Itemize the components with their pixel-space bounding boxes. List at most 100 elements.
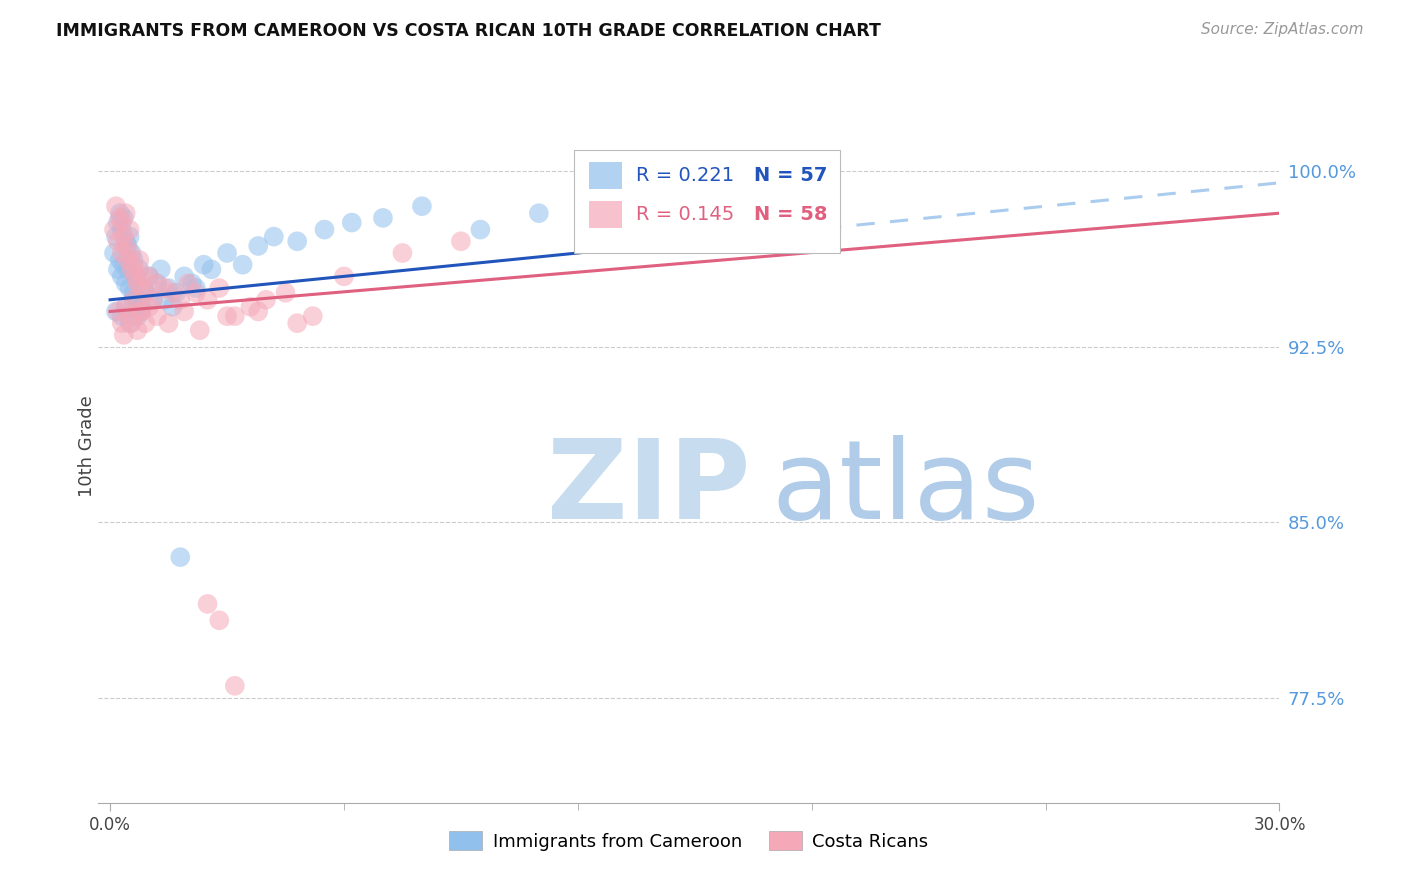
- Text: N = 57: N = 57: [754, 166, 827, 185]
- Point: [134, 285, 156, 300]
- Point: [111, 216, 134, 230]
- Point: [263, 229, 285, 244]
- Point: [200, 262, 222, 277]
- Point: [129, 300, 152, 314]
- Point: [239, 300, 262, 314]
- Point: [254, 293, 277, 307]
- Point: [107, 216, 129, 230]
- Point: [107, 304, 129, 318]
- Text: R = 0.221: R = 0.221: [636, 166, 734, 185]
- Point: [108, 211, 131, 225]
- Point: [197, 293, 219, 307]
- Point: [142, 293, 165, 307]
- Point: [162, 285, 184, 300]
- Text: atlas: atlas: [772, 435, 1040, 542]
- Point: [111, 269, 134, 284]
- Point: [121, 246, 143, 260]
- Point: [138, 269, 160, 284]
- Point: [127, 309, 149, 323]
- Point: [111, 316, 134, 330]
- Point: [104, 229, 127, 244]
- Point: [104, 199, 127, 213]
- Point: [157, 281, 180, 295]
- Point: [169, 293, 191, 307]
- Point: [215, 309, 238, 323]
- Point: [111, 222, 134, 236]
- Point: [184, 281, 207, 295]
- Point: [118, 222, 141, 236]
- Point: [112, 327, 135, 342]
- Point: [124, 269, 146, 284]
- Point: [104, 304, 127, 318]
- Point: [285, 316, 308, 330]
- Point: [103, 222, 125, 236]
- Point: [134, 316, 156, 330]
- Point: [117, 252, 139, 267]
- Point: [184, 285, 207, 300]
- Point: [107, 262, 129, 277]
- Point: [121, 316, 143, 330]
- Point: [122, 258, 145, 272]
- Point: [586, 206, 609, 220]
- Point: [527, 206, 550, 220]
- Point: [247, 239, 270, 253]
- Point: [118, 309, 141, 323]
- Text: IMMIGRANTS FROM CAMEROON VS COSTA RICAN 10TH GRADE CORRELATION CHART: IMMIGRANTS FROM CAMEROON VS COSTA RICAN …: [56, 22, 882, 40]
- Point: [108, 252, 131, 267]
- Point: [129, 304, 152, 318]
- Point: [122, 293, 145, 307]
- Point: [112, 258, 135, 272]
- Text: Source: ZipAtlas.com: Source: ZipAtlas.com: [1201, 22, 1364, 37]
- Point: [127, 323, 149, 337]
- Point: [114, 300, 136, 314]
- Point: [127, 293, 149, 307]
- FancyBboxPatch shape: [575, 150, 841, 253]
- Point: [274, 285, 297, 300]
- Point: [118, 281, 141, 295]
- Point: [208, 281, 231, 295]
- Point: [114, 234, 136, 248]
- Legend: Immigrants from Cameroon, Costa Ricans: Immigrants from Cameroon, Costa Ricans: [441, 824, 936, 858]
- Point: [114, 277, 136, 291]
- Point: [114, 300, 136, 314]
- Point: [128, 262, 150, 277]
- Point: [411, 199, 433, 213]
- Point: [118, 229, 141, 244]
- Point: [371, 211, 394, 225]
- Point: [391, 246, 413, 260]
- Point: [112, 211, 135, 225]
- Point: [114, 239, 136, 253]
- Point: [132, 269, 155, 284]
- Point: [181, 277, 204, 291]
- Point: [127, 277, 149, 291]
- Text: N = 58: N = 58: [754, 205, 827, 224]
- Point: [173, 304, 195, 318]
- Point: [128, 252, 150, 267]
- Point: [169, 550, 191, 565]
- Point: [122, 252, 145, 267]
- Point: [129, 281, 152, 295]
- Point: [162, 300, 184, 314]
- Point: [121, 262, 143, 277]
- Point: [450, 234, 472, 248]
- Point: [142, 293, 165, 307]
- Point: [153, 281, 176, 295]
- Point: [124, 269, 146, 284]
- Point: [108, 206, 131, 220]
- Text: ZIP: ZIP: [547, 435, 751, 542]
- Point: [157, 316, 180, 330]
- Point: [146, 277, 169, 291]
- Point: [149, 262, 172, 277]
- Point: [232, 258, 254, 272]
- Point: [132, 281, 155, 295]
- Point: [224, 309, 246, 323]
- Point: [606, 187, 628, 202]
- Point: [340, 216, 363, 230]
- Point: [247, 304, 270, 318]
- Point: [128, 304, 150, 318]
- Point: [122, 285, 145, 300]
- Point: [118, 246, 141, 260]
- Point: [122, 293, 145, 307]
- Point: [177, 277, 200, 291]
- Point: [129, 304, 152, 318]
